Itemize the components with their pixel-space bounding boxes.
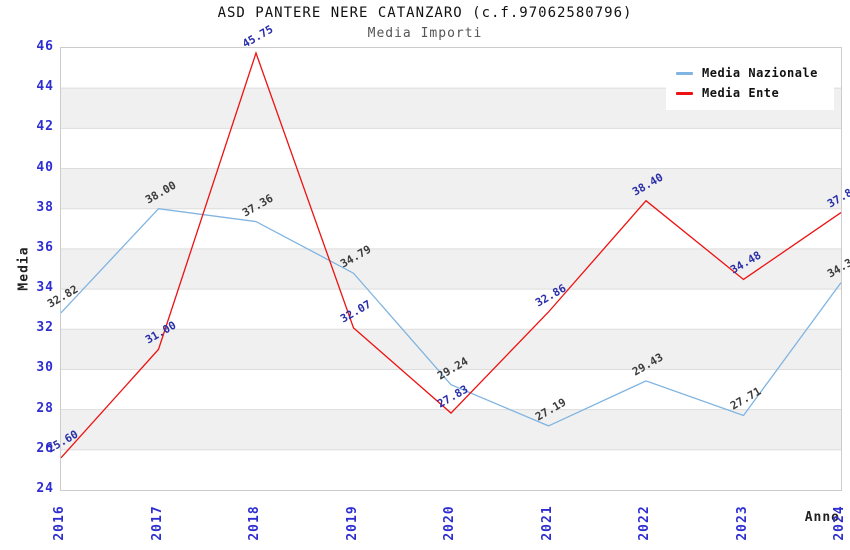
legend: Media Nazionale Media Ente: [666, 56, 834, 110]
media-ente-line-swatch: [676, 91, 693, 95]
background-band: [61, 329, 841, 370]
chart-subtitle: Media Importi: [367, 26, 483, 41]
y-tick-label: 26: [36, 440, 54, 456]
background-band: [61, 369, 841, 410]
chart-title: ASD PANTERE NERE CATANZARO (c.f.97062580…: [217, 5, 633, 21]
y-tick-label: 46: [36, 39, 54, 54]
background-band: [61, 409, 841, 450]
legend-label: Media Ente: [702, 86, 780, 100]
y-tick-label: 42: [36, 119, 54, 135]
background-band: [61, 168, 841, 209]
legend-label: Media Nazionale: [702, 66, 818, 80]
y-tick-label: 32: [36, 320, 54, 336]
y-tick-label: 44: [36, 79, 54, 95]
x-axis-title: Anno: [804, 510, 840, 525]
y-tick-label: 34: [36, 280, 54, 296]
legend-item-media-ente: Media Ente: [676, 83, 826, 103]
x-tick-label: 2020: [442, 505, 457, 541]
x-tick-label: 2021: [539, 505, 555, 541]
y-tick-label: 30: [36, 360, 54, 376]
x-tick-label: 2022: [637, 505, 652, 541]
x-tick-label: 2024: [832, 505, 847, 541]
legend-item-media-nazionale: Media Nazionale: [676, 63, 826, 83]
y-tick-label: 28: [36, 400, 54, 416]
media-ente-line: [60, 51, 842, 459]
y-tick-label: 36: [36, 239, 54, 255]
x-tick-label: 2019: [344, 505, 360, 541]
background-band: [61, 208, 841, 249]
x-tick-label: 2023: [734, 505, 750, 541]
x-tick-label: 2017: [149, 505, 165, 541]
chart-canvas: [60, 48, 842, 490]
x-tick-label: 2016: [52, 505, 67, 541]
background-band: [61, 128, 841, 169]
x-tick-label: 2018: [247, 505, 262, 541]
y-tick-label: 40: [36, 159, 54, 175]
background-band: [61, 248, 841, 290]
y-tick-label: 38: [36, 199, 54, 215]
background-band: [61, 289, 841, 330]
plot-area: 32.82 38.00 37.36 34.79 29.24 27.19 29.43 27.71…: [45, 23, 850, 491]
background-band: [61, 449, 841, 490]
media-nazionale-line: [60, 208, 842, 427]
y-tick-label: 24: [36, 481, 54, 496]
media-nazionale-line-swatch: [676, 71, 693, 75]
